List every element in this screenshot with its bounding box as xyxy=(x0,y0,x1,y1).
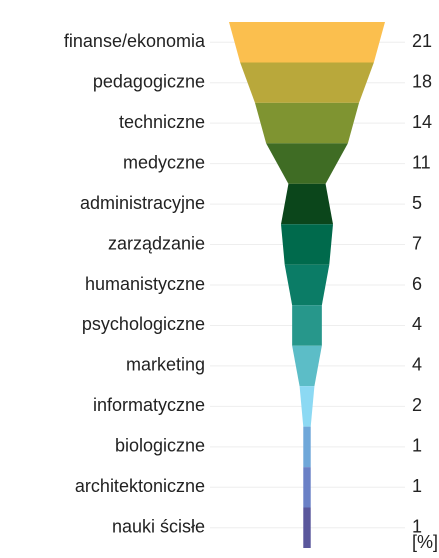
funnel-segment xyxy=(284,264,330,306)
category-label: humanistyczne xyxy=(85,274,205,294)
category-label: administracyjne xyxy=(80,193,205,213)
value-label: 2 xyxy=(412,395,422,415)
funnel-segment xyxy=(255,102,359,144)
category-label: marketing xyxy=(126,355,205,375)
funnel-segment xyxy=(281,183,333,225)
category-label: nauki ścisłe xyxy=(112,517,205,537)
value-label: 11 xyxy=(412,152,431,172)
value-label: 5 xyxy=(412,193,422,213)
funnel-segment xyxy=(292,305,322,346)
value-label: 1 xyxy=(412,476,422,496)
funnel-segment xyxy=(281,224,333,265)
value-label: 1 xyxy=(412,517,422,537)
funnel-segment xyxy=(303,467,311,508)
value-label: 21 xyxy=(412,31,432,51)
category-label: techniczne xyxy=(119,112,205,132)
value-label: 6 xyxy=(412,274,422,294)
value-label: 14 xyxy=(412,112,432,132)
category-label: pedagogiczne xyxy=(93,71,205,91)
category-label: psychologiczne xyxy=(82,314,205,334)
value-label: 4 xyxy=(412,314,422,334)
funnel-segment xyxy=(303,507,311,548)
funnel-segment xyxy=(229,22,385,63)
category-label: informatyczne xyxy=(93,395,205,415)
category-label: zarządzanie xyxy=(108,233,205,253)
funnel-segment xyxy=(303,426,311,468)
value-label: 4 xyxy=(412,355,422,375)
category-label: finanse/ekonomia xyxy=(64,31,206,51)
unit-label: [%] xyxy=(412,532,438,552)
value-label: 1 xyxy=(412,436,422,456)
value-label: 7 xyxy=(412,233,422,253)
value-label: 18 xyxy=(412,71,432,91)
funnel-segment xyxy=(292,345,322,387)
category-label: biologiczne xyxy=(115,436,205,456)
funnel-segment xyxy=(266,143,348,184)
category-label: medyczne xyxy=(123,152,205,172)
funnel-segment xyxy=(299,386,315,427)
category-label: architektoniczne xyxy=(75,476,205,496)
funnel-segment xyxy=(240,62,374,103)
